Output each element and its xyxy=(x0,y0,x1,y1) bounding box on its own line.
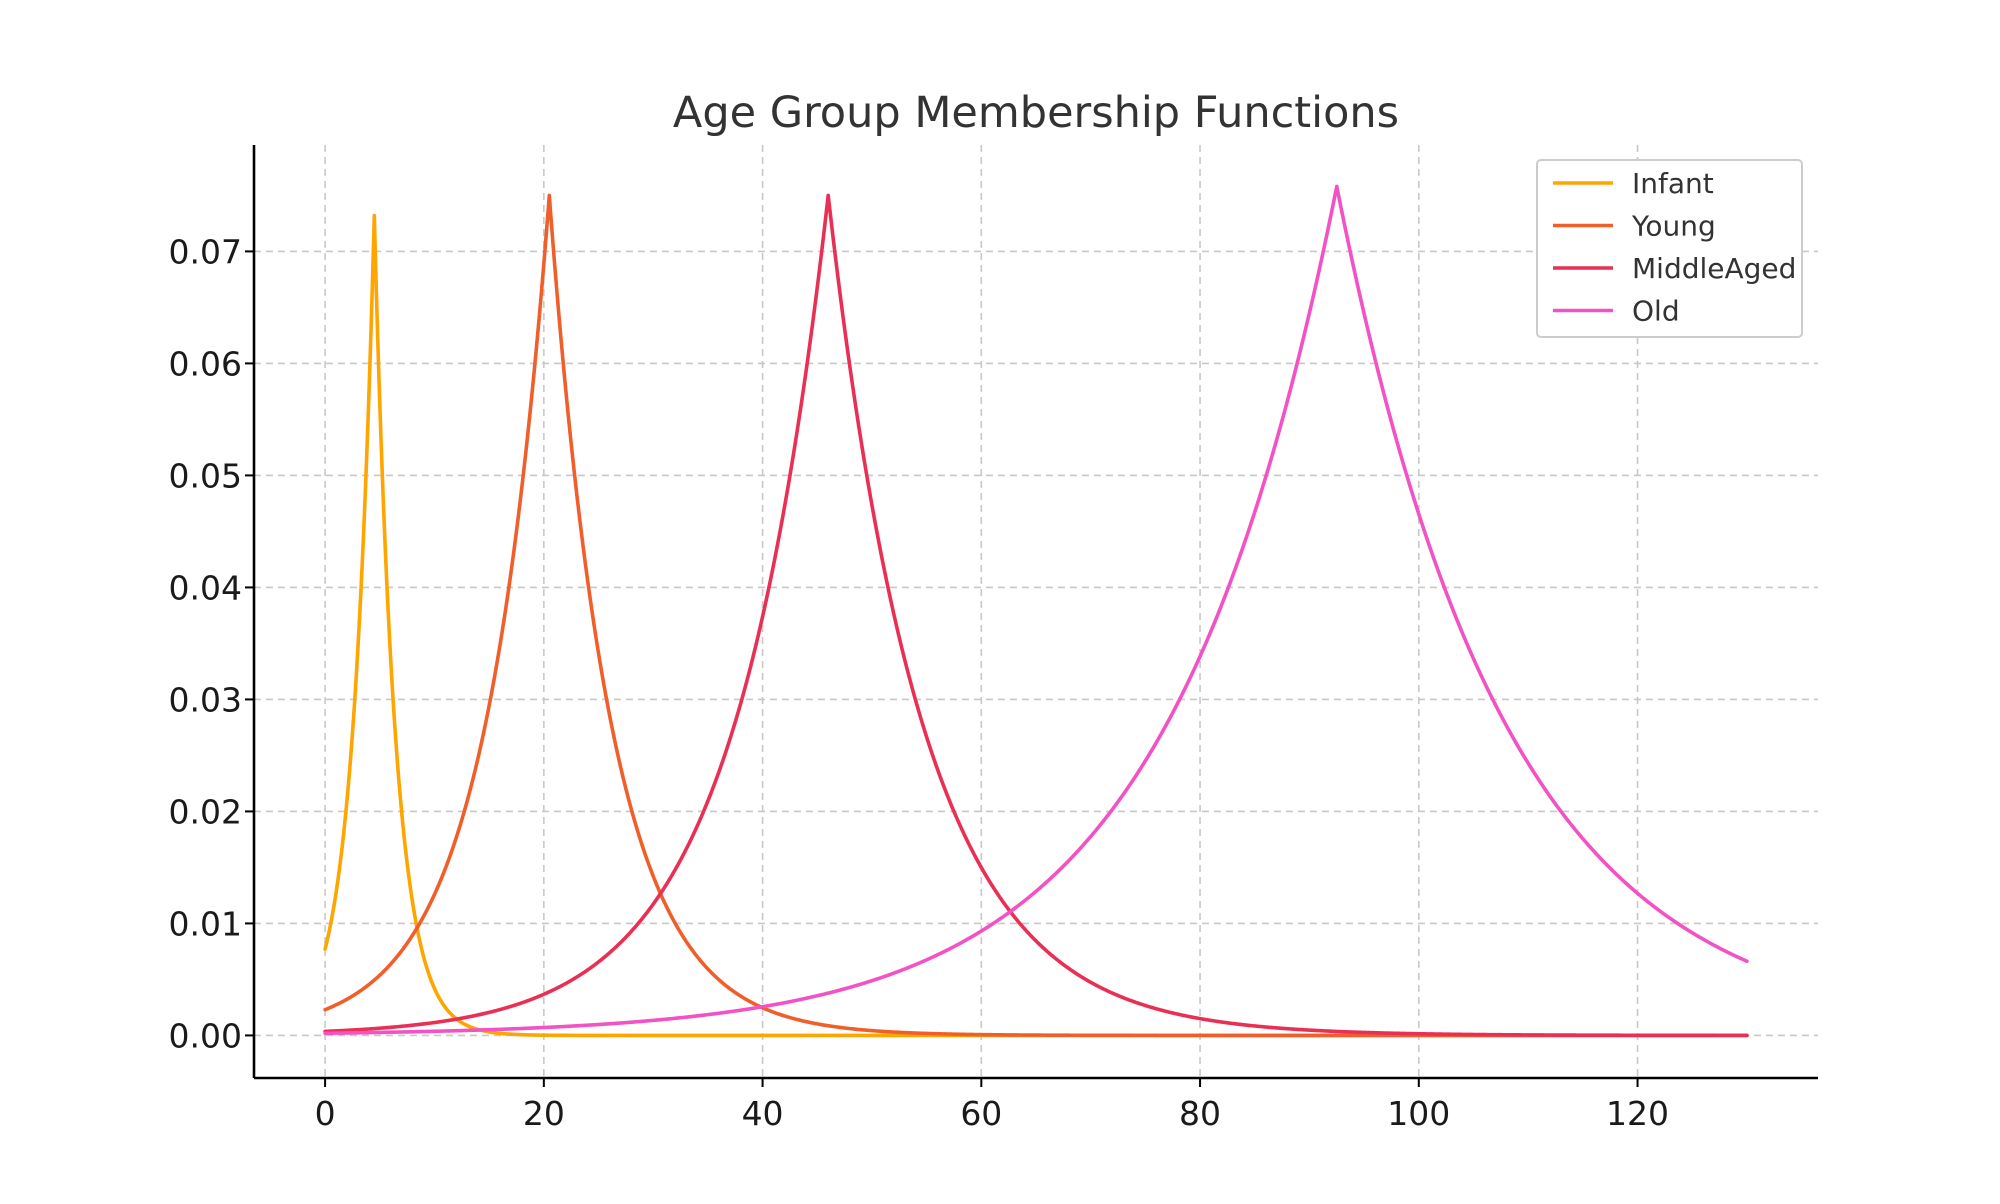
y-tick-label: 0.02 xyxy=(169,792,242,831)
x-tick-label: 40 xyxy=(742,1094,784,1133)
x-tick-label: 120 xyxy=(1606,1094,1669,1133)
legend: Infant Young MiddleAged Old xyxy=(1536,159,1803,338)
x-tick-label: 80 xyxy=(1179,1094,1221,1133)
x-tick-label: 60 xyxy=(960,1094,1002,1133)
y-tick-label: 0.06 xyxy=(169,344,242,383)
series-lines xyxy=(323,184,1749,1038)
y-tick-label: 0.07 xyxy=(169,232,242,271)
y-tick-label: 0.04 xyxy=(169,568,242,607)
y-tick-label: 0.03 xyxy=(169,680,242,719)
series-line-old xyxy=(323,184,1749,1036)
y-tick-label: 0.01 xyxy=(169,904,242,943)
y-tick-label: 0.00 xyxy=(169,1016,242,1055)
legend-label-old: Old xyxy=(1632,295,1680,328)
legend-frame xyxy=(1536,159,1803,338)
chart-title: Age Group Membership Functions xyxy=(673,88,1399,138)
series-line-middleaged xyxy=(323,193,1749,1038)
x-tick-label: 0 xyxy=(315,1094,336,1133)
ticks: 0 20 40 60 80 100 120 0.00 0.01 0.02 0.03 0.04 0.05 0… xyxy=(169,232,1670,1133)
x-tick-label: 100 xyxy=(1387,1094,1450,1133)
legend-label-middleaged: MiddleAged xyxy=(1632,252,1796,285)
y-tick-label: 0.05 xyxy=(169,456,242,495)
x-tick-label: 20 xyxy=(523,1094,565,1133)
legend-label-young: Young xyxy=(1631,210,1716,243)
series-line-young xyxy=(323,193,1749,1038)
legend-label-infant: Infant xyxy=(1632,167,1714,200)
